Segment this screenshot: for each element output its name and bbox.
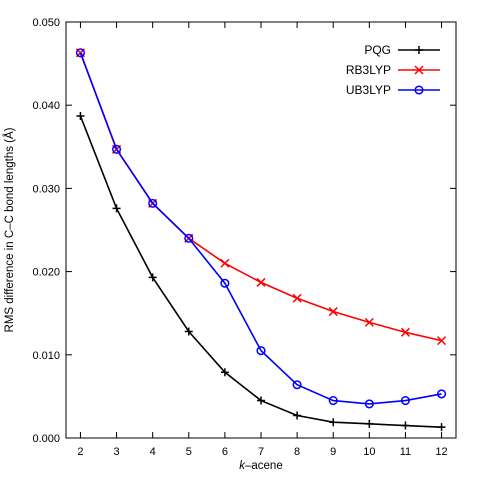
y-tick-label: 0.000 xyxy=(32,433,60,445)
data-point-rb3lyp xyxy=(400,327,410,337)
data-point-pqg xyxy=(184,327,193,336)
x-tick-label: 11 xyxy=(400,446,411,458)
data-point-ub3lyp xyxy=(292,380,302,390)
legend-label-rb3lyp: RB3LYP xyxy=(346,63,391,77)
x-tick-label: 9 xyxy=(330,446,336,458)
y-axis-title: RMS difference in C–C bond lengths (Å) xyxy=(3,127,16,332)
x-axis-title: k–acene xyxy=(239,460,282,472)
data-point-ub3lyp xyxy=(437,389,447,399)
x-axis: 2 3 4 5 6 7 8 9 10 11 12 xyxy=(77,22,448,458)
series-ub3lyp xyxy=(75,48,447,409)
y-tick-label: 0.050 xyxy=(32,17,60,29)
y-tick-label: 0.020 xyxy=(32,267,60,279)
y-tick-label: 0.010 xyxy=(32,350,60,362)
legend-marker-ub3lyp xyxy=(414,85,424,95)
data-point-pqg xyxy=(148,273,157,282)
data-point-pqg xyxy=(293,411,302,420)
data-point-pqg xyxy=(401,421,410,430)
series-pqg xyxy=(76,112,446,432)
legend-marker-rb3lyp xyxy=(414,65,424,75)
legend-marker-pqg xyxy=(415,46,423,54)
data-point-pqg xyxy=(76,112,85,121)
data-point-ub3lyp xyxy=(328,396,338,406)
legend-label-ub3lyp: UB3LYP xyxy=(346,83,391,97)
data-point-rb3lyp xyxy=(256,277,266,287)
legend-label-pqg: PQG xyxy=(364,43,391,57)
data-point-ub3lyp xyxy=(256,346,266,356)
data-point-ub3lyp xyxy=(184,233,194,243)
data-point-rb3lyp xyxy=(437,336,447,346)
data-point-pqg xyxy=(220,368,229,377)
series-layer xyxy=(75,48,447,432)
x-tick-label: 5 xyxy=(186,446,192,458)
x-axis-title-suffix: –acene xyxy=(245,460,283,472)
plot-frame xyxy=(65,21,457,439)
data-point-rb3lyp xyxy=(364,317,374,327)
x-tick-label: 6 xyxy=(222,446,228,458)
y-tick-label: 0.030 xyxy=(32,183,60,195)
x-tick-label: 7 xyxy=(258,446,264,458)
x-tick-label: 4 xyxy=(150,446,156,458)
y-axis: 0.000 0.010 0.020 0.030 0.040 0.050 xyxy=(32,17,456,445)
series-line-ub3lyp xyxy=(79,52,442,405)
data-point-ub3lyp xyxy=(112,144,122,154)
x-tick-label: 3 xyxy=(113,446,119,458)
data-point-ub3lyp xyxy=(364,399,374,409)
x-tick-label: 10 xyxy=(363,446,375,458)
data-point-rb3lyp xyxy=(292,293,302,303)
data-point-ub3lyp xyxy=(220,278,230,288)
x-axis-title-prefix: k xyxy=(239,460,246,472)
data-point-pqg xyxy=(437,423,446,432)
data-point-rb3lyp xyxy=(220,258,230,268)
data-point-ub3lyp xyxy=(148,198,158,208)
x-tick-label: 8 xyxy=(294,446,300,458)
x-tick-label: 2 xyxy=(77,446,83,458)
data-point-pqg xyxy=(365,419,374,428)
data-point-pqg xyxy=(329,418,338,427)
data-point-pqg xyxy=(257,396,265,405)
series-line-pqg xyxy=(79,115,442,428)
y-tick-label: 0.040 xyxy=(32,100,60,112)
x-tick-label: 12 xyxy=(435,446,447,458)
data-point-ub3lyp xyxy=(400,396,410,406)
data-point-ub3lyp xyxy=(75,48,85,58)
data-point-rb3lyp xyxy=(328,307,338,317)
data-point-pqg xyxy=(112,204,121,213)
legend: PQG RB3LYP UB3LYP xyxy=(346,43,440,97)
